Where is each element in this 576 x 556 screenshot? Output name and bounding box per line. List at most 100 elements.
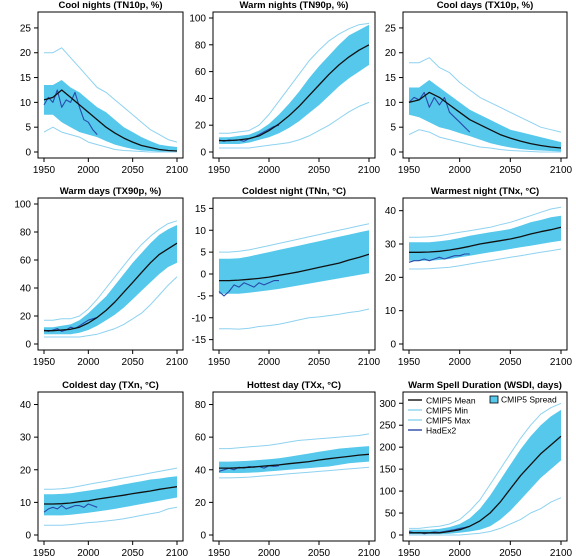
y-tick-label: 5	[200, 248, 206, 259]
max-line	[219, 223, 370, 253]
y-tick-label: 30	[20, 433, 32, 444]
x-tick-label: 2050	[308, 165, 331, 176]
x-tick-label: 2000	[77, 357, 100, 368]
x-tick-label: 2100	[550, 357, 573, 368]
min-line	[44, 506, 178, 526]
y-tick-label: 50	[385, 509, 397, 520]
chart-panel-9: Warm Spell Duration (WSDI, days)1950 2000…	[379, 380, 572, 556]
y-tick-label: 20	[385, 48, 397, 59]
plot-frame	[212, 11, 376, 159]
spread-band	[219, 24, 369, 145]
chart-panel-3: Cool days (TX10p, %) 1950 2000 2050 2100 0 5 10…	[385, 0, 573, 176]
min-line	[44, 276, 178, 338]
y-tick-label: 10	[20, 98, 32, 109]
y-tick-label: -15	[192, 335, 207, 346]
min-line	[219, 308, 370, 330]
y-tick-label: 80	[20, 228, 32, 239]
max-line	[44, 47, 178, 143]
y-tick-label: 5	[25, 123, 31, 134]
y-tick-label: 0	[390, 531, 396, 542]
y-tick-label: 80	[195, 400, 207, 411]
x-tick-label: 1950	[33, 357, 56, 368]
y-tick-label: 80	[195, 40, 207, 51]
max-line	[409, 402, 562, 529]
chart-title: Coldest day (TXn, °C)	[62, 380, 159, 391]
plot-frame	[402, 391, 568, 542]
y-tick-label: 25	[20, 23, 32, 34]
spread-band	[44, 476, 177, 516]
x-tick-label: 2100	[550, 165, 573, 176]
x-tick-label: 1950	[398, 548, 421, 556]
y-tick-label: 30	[385, 240, 397, 251]
x-tick-label: 2100	[358, 165, 381, 176]
y-tick-label: 10	[385, 98, 397, 109]
x-tick-label: 2100	[166, 357, 189, 368]
y-tick-label: 15	[20, 73, 32, 84]
min-line	[219, 466, 370, 479]
chart-panel-4: Warm days (TX90p, %) 1950 2000 2050 2100 0 20 4…	[14, 186, 188, 368]
y-tick-label: 100	[189, 14, 206, 25]
mean-line	[43, 89, 178, 152]
y-tick-label: 60	[20, 256, 32, 267]
x-tick-label: 1950	[208, 165, 231, 176]
min-line	[409, 248, 562, 270]
x-tick-label: 2000	[77, 165, 100, 176]
y-tick-label: 0	[390, 148, 396, 159]
y-tick-label: 20	[20, 312, 32, 323]
chart-title: Warm nights (TN90p, %)	[240, 0, 349, 11]
x-tick-label: 2050	[122, 357, 145, 368]
y-tick-label: -10	[192, 313, 207, 324]
plot-frame	[212, 391, 376, 542]
y-tick-label: 0	[25, 340, 31, 351]
mean-line	[408, 91, 562, 149]
y-tick-label: 0	[25, 148, 31, 159]
y-tick-label: 0	[25, 531, 31, 542]
chart-panel-6: Warmest night (TNx, °C) 1950 2000 2050 2100 0…	[385, 186, 573, 368]
x-tick-label: 2050	[499, 165, 522, 176]
x-tick-label: 1950	[208, 357, 231, 368]
y-tick-label: 10	[385, 306, 397, 317]
x-tick-label: 2050	[122, 165, 145, 176]
hadex-line	[43, 316, 98, 332]
y-tick-label: 300	[379, 399, 396, 410]
y-tick-label: 100	[14, 200, 31, 211]
y-tick-label: 15	[385, 73, 397, 84]
legend-label-mean: CMIP5 Mean	[426, 396, 476, 406]
y-tick-label: 100	[379, 487, 396, 498]
max-line	[219, 22, 370, 134]
legend-label-spread: CMIP5 Spread	[501, 395, 557, 405]
y-tick-label: 20	[195, 121, 207, 132]
spread-band	[409, 409, 561, 535]
mean-line	[219, 453, 370, 469]
plot-frame	[402, 11, 568, 159]
max-line	[409, 206, 562, 238]
plot-frame	[37, 11, 184, 159]
spread-band	[409, 215, 561, 261]
y-tick-label: 25	[385, 23, 397, 34]
x-tick-label: 2050	[499, 548, 522, 556]
y-tick-label: 5	[390, 123, 396, 134]
chart-title: Coldest night (TNn, °C)	[242, 186, 346, 197]
legend-label-min: CMIP5 Min	[426, 406, 468, 416]
spread-band	[44, 80, 177, 152]
max-line	[219, 433, 370, 450]
spread-band	[409, 80, 561, 152]
x-tick-label: 1950	[33, 165, 56, 176]
mean-line	[219, 253, 370, 282]
y-tick-label: 40	[20, 400, 32, 411]
y-tick-label: 40	[195, 94, 207, 105]
y-tick-label: 40	[195, 465, 207, 476]
x-tick-label: 2100	[550, 548, 573, 556]
max-line	[44, 467, 178, 490]
mean-line	[409, 226, 562, 253]
chart-panel-8: Hottest day (TXx, °C) 1950 2000 2050 2100 0 20…	[195, 380, 381, 556]
x-tick-label: 2050	[308, 548, 331, 556]
chart-panel-7: Coldest day (TXn, °C) 1950 2000 2050 2100 0 10…	[20, 380, 189, 556]
y-tick-label: 60	[195, 67, 207, 78]
x-tick-label: 2100	[358, 357, 381, 368]
max-line	[44, 220, 178, 321]
y-tick-label: 200	[379, 443, 396, 454]
spread-band	[44, 225, 177, 335]
legend-swatch-spread	[489, 395, 499, 404]
y-tick-label: 0	[200, 148, 206, 159]
